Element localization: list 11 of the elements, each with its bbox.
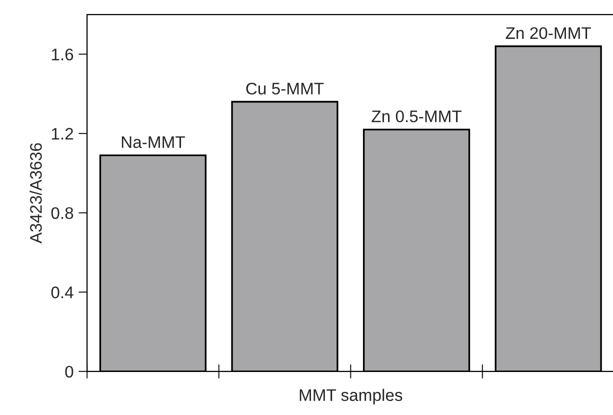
y-tick-label: 1.6: [52, 48, 74, 60]
y-axis-title: A3423/A3636: [30, 143, 42, 244]
y-tick-label: 0.8: [51, 207, 74, 220]
x-tick-label: Na-MMT: [122, 136, 185, 148]
x-tick-label: Cu 5-MMT: [246, 82, 324, 95]
y-tick-label: 0.4: [51, 286, 74, 298]
x-tick-label: Zn 0.5-MMT: [372, 110, 462, 122]
x-tick-label: Zn 20-MMT: [506, 27, 592, 39]
x-axis-title: MMT samples: [300, 388, 402, 404]
y-tick-label: 1.2: [52, 128, 74, 140]
y-tick-label: 0: [65, 366, 74, 378]
